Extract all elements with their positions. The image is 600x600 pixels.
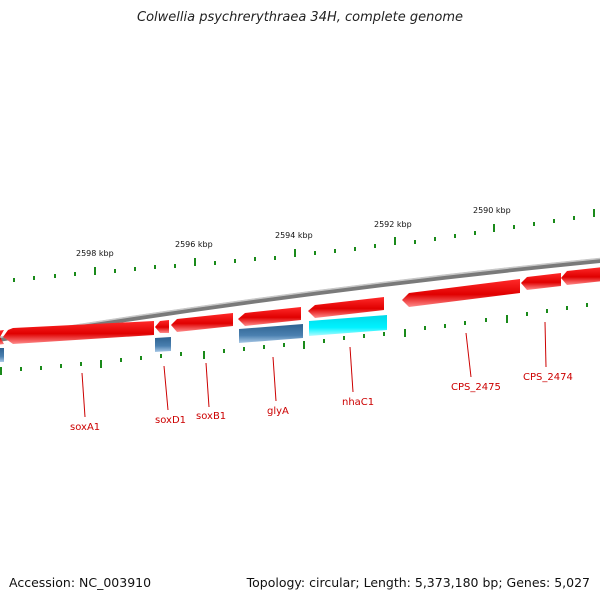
gene-arrow-soxB1[interactable] [171,313,233,332]
gene-box-glyA-blue[interactable] [239,324,303,343]
scale-label-2598: 2598 kbp [76,249,114,258]
gene-arrow-soxA1[interactable] [3,321,154,344]
gene-arrow-rightedge[interactable] [561,267,600,285]
scale-label-2596: 2596 kbp [175,240,213,249]
gene-label-soxB1: soxB1 [196,411,226,422]
gene-arrow-CPS_2475[interactable] [402,279,520,307]
gene-label-soxA1: soxA1 [70,422,100,433]
gene-arrow-leftedge[interactable] [0,330,4,345]
gene-arrow-nhaC1[interactable] [308,297,384,318]
genome-backbone-highlight [0,257,600,338]
gene-arrow-soxD1[interactable] [155,320,169,333]
gene-label-soxD1: soxD1 [155,415,186,426]
genome-summary-text: Topology: circular; Length: 5,373,180 bp… [246,575,590,590]
gene-arrow-CPS_2474[interactable] [521,273,561,290]
scale-label-2592: 2592 kbp [374,220,412,229]
forward-genes [0,267,600,345]
gene-label-CPS_2475: CPS_2475 [451,382,501,393]
map-title: Colwellia psychrerythraea 34H, complete … [137,10,463,25]
gene-box-nhaC1-rna[interactable] [309,315,387,336]
gene-box-leftedge[interactable] [0,348,4,362]
gene-label-CPS_2474: CPS_2474 [523,372,573,383]
outer-scale-ticks [13,209,595,282]
scale-label-2590: 2590 kbp [473,206,511,215]
gene-arrow-glyA[interactable] [238,307,301,326]
inner-scale-ticks [0,303,588,375]
gene-box-soxD1-blue[interactable] [155,337,171,352]
label-leaders [81,321,547,418]
reverse-genes [0,315,387,362]
gene-label-nhaC1: nhaC1 [342,397,374,408]
accession-text: Accession: NC_003910 [9,575,152,590]
scale-label-2594: 2594 kbp [275,231,313,240]
gene-label-glyA: glyA [267,406,289,417]
